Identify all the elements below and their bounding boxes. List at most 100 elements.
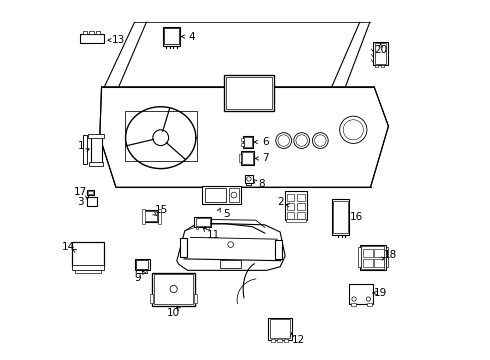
Bar xyxy=(205,188,226,202)
Bar xyxy=(361,246,384,269)
Circle shape xyxy=(276,133,292,148)
Bar xyxy=(196,226,198,229)
Bar xyxy=(296,194,304,201)
Bar xyxy=(275,240,282,259)
Bar xyxy=(360,244,386,270)
Text: 20: 20 xyxy=(374,45,387,55)
Bar xyxy=(83,31,87,34)
Text: 4: 4 xyxy=(189,32,195,41)
Bar xyxy=(296,212,304,219)
Bar xyxy=(242,143,244,145)
Polygon shape xyxy=(177,224,285,270)
Circle shape xyxy=(128,116,166,153)
Circle shape xyxy=(315,135,326,146)
Text: 9: 9 xyxy=(134,273,141,283)
Bar xyxy=(332,199,349,234)
Bar xyxy=(351,303,356,306)
Bar xyxy=(381,64,384,67)
Bar xyxy=(285,191,307,220)
Bar xyxy=(194,217,211,227)
Bar xyxy=(180,238,187,257)
Circle shape xyxy=(156,116,193,153)
Bar xyxy=(245,137,252,147)
Bar xyxy=(96,31,100,34)
Bar xyxy=(89,162,103,166)
Bar xyxy=(375,43,386,64)
Bar xyxy=(363,249,373,257)
Text: 3: 3 xyxy=(77,197,83,207)
Text: 6: 6 xyxy=(262,137,269,147)
Bar xyxy=(375,64,378,67)
Bar xyxy=(374,249,384,257)
Bar xyxy=(206,226,209,229)
Bar xyxy=(91,135,101,164)
Bar xyxy=(287,203,294,210)
Circle shape xyxy=(343,120,364,140)
Bar xyxy=(88,191,93,194)
Bar xyxy=(72,242,104,266)
Bar xyxy=(136,260,148,269)
Polygon shape xyxy=(100,87,389,187)
Bar xyxy=(87,197,97,206)
Bar xyxy=(164,28,179,44)
Bar xyxy=(333,201,347,233)
Bar xyxy=(220,260,242,268)
Bar xyxy=(349,284,373,304)
Bar xyxy=(363,259,373,267)
Bar xyxy=(358,247,361,267)
Bar xyxy=(196,218,210,226)
Bar xyxy=(226,77,272,109)
Circle shape xyxy=(228,242,234,247)
Bar xyxy=(143,210,158,222)
Bar xyxy=(242,152,253,164)
Bar xyxy=(202,186,242,204)
Bar xyxy=(88,134,104,138)
Bar xyxy=(229,188,239,202)
Text: 8: 8 xyxy=(258,179,265,189)
Bar xyxy=(158,209,161,224)
Circle shape xyxy=(294,133,310,148)
Bar xyxy=(367,303,372,306)
Text: 15: 15 xyxy=(155,206,169,216)
Circle shape xyxy=(278,135,290,146)
Bar xyxy=(144,211,157,221)
Bar xyxy=(224,75,274,111)
Bar xyxy=(245,175,253,183)
Circle shape xyxy=(352,297,356,301)
Bar xyxy=(154,274,194,304)
Bar xyxy=(80,34,104,43)
Bar xyxy=(242,138,244,141)
Text: 5: 5 xyxy=(223,209,230,219)
Text: 7: 7 xyxy=(263,153,269,163)
Text: 2: 2 xyxy=(277,197,284,207)
Bar xyxy=(287,194,294,201)
Bar xyxy=(271,339,275,342)
Text: 11: 11 xyxy=(207,230,220,239)
Circle shape xyxy=(231,192,237,198)
Bar xyxy=(83,135,87,164)
Bar xyxy=(125,111,196,161)
Bar xyxy=(152,273,195,306)
Bar xyxy=(243,136,253,148)
Bar xyxy=(286,220,306,222)
Circle shape xyxy=(313,133,328,148)
Circle shape xyxy=(247,177,251,181)
Bar xyxy=(163,27,180,45)
Bar xyxy=(142,209,145,224)
Bar xyxy=(374,259,384,267)
Text: 16: 16 xyxy=(349,212,363,221)
Text: 1: 1 xyxy=(77,141,84,151)
Bar xyxy=(74,270,101,273)
Text: 13: 13 xyxy=(112,35,125,45)
Bar xyxy=(195,294,197,303)
Circle shape xyxy=(366,297,370,301)
Bar xyxy=(269,318,292,339)
Bar xyxy=(89,31,94,34)
Text: 18: 18 xyxy=(384,249,397,260)
Bar xyxy=(239,154,241,162)
Text: 10: 10 xyxy=(167,309,180,318)
Circle shape xyxy=(170,285,177,293)
Bar xyxy=(135,259,149,270)
Text: 14: 14 xyxy=(62,242,75,252)
Bar xyxy=(277,339,282,342)
